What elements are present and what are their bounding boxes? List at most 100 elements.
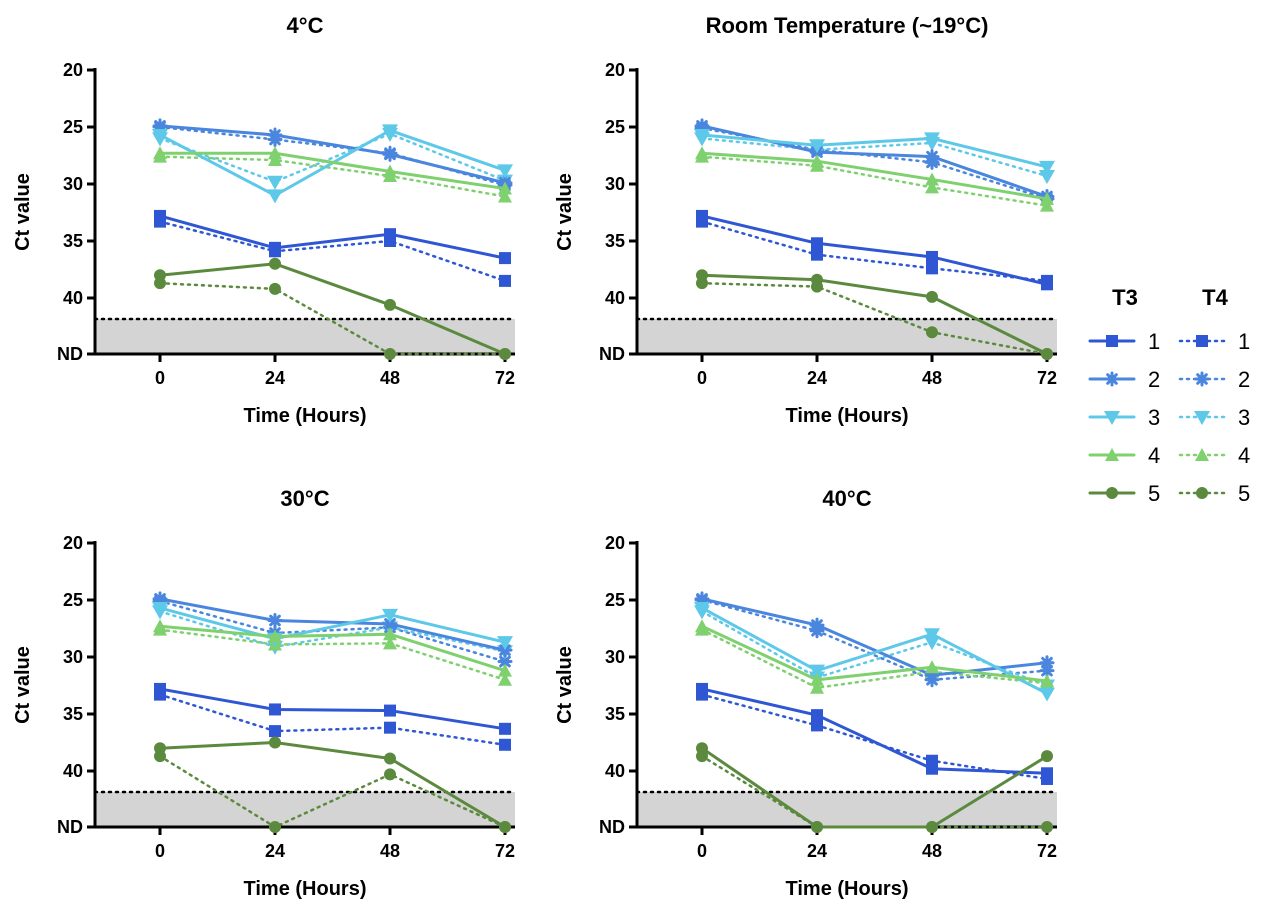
data-point [499, 274, 511, 287]
data-point [809, 617, 825, 633]
series-t3-1 [696, 209, 1053, 291]
legend-item: 2 [1088, 367, 1160, 392]
series-line [700, 746, 1049, 829]
y-tick-label: 30 [605, 647, 625, 667]
series-t3-3 [694, 601, 1055, 702]
data-point [269, 725, 281, 738]
series-line [700, 137, 1049, 178]
series-t3-5 [696, 269, 1053, 360]
data-point [924, 149, 940, 165]
data-point [1041, 750, 1053, 763]
nd-band [95, 319, 515, 354]
series-line [700, 597, 1049, 677]
y-tick-label: ND [599, 344, 625, 364]
data-point [269, 257, 281, 270]
data-point [269, 241, 281, 254]
data-point [926, 326, 938, 339]
series-line [158, 754, 507, 829]
series-t3-4 [153, 146, 512, 195]
data-point [269, 703, 281, 716]
x-tick-label: 0 [697, 368, 707, 388]
data-point [152, 128, 168, 143]
data-point [382, 146, 398, 162]
series-line [700, 624, 1049, 683]
data-point [810, 680, 824, 694]
chart-panel: Room Temperature (~19°C) 20 25 30 35 40 ND 0 24 4… [554, 13, 1059, 427]
data-point [152, 591, 168, 607]
data-point [811, 821, 823, 833]
x-axis-label: Time (Hours) [786, 878, 909, 900]
legend-marker [1194, 371, 1210, 387]
data-point [1041, 348, 1053, 360]
legend-label: 4 [1238, 443, 1250, 468]
series-line [158, 693, 507, 747]
data-point [384, 298, 396, 311]
nd-band [637, 319, 1057, 354]
series-t3-1 [154, 682, 511, 735]
data-point [384, 228, 396, 241]
x-axis-label: Time (Hours) [244, 878, 367, 900]
x-axis-label: Time (Hours) [244, 405, 367, 427]
data-point [1041, 278, 1053, 291]
data-point [926, 250, 938, 263]
data-point [154, 209, 166, 222]
legend-label: 3 [1238, 405, 1250, 430]
data-point [153, 619, 167, 633]
data-point [382, 124, 398, 139]
x-tick-label: 48 [922, 841, 942, 861]
x-tick-label: 0 [155, 841, 165, 861]
y-tick-label: 40 [63, 288, 83, 308]
data-point [152, 601, 168, 616]
data-point [810, 154, 824, 168]
series-t3-5 [696, 742, 1053, 833]
data-point [1039, 663, 1055, 679]
data-point [384, 704, 396, 717]
series-line [158, 124, 507, 185]
data-point [926, 262, 938, 275]
series-line [700, 273, 1049, 356]
data-point [267, 613, 283, 629]
x-tick-label: 24 [265, 841, 285, 861]
data-point [924, 628, 940, 643]
legend-label: 2 [1148, 367, 1160, 392]
chart-panel: 30°C 20 25 30 35 40 ND 0 24 48 72 Time (Hours) Ct va… [12, 486, 517, 900]
data-point [811, 273, 823, 286]
y-tick-label: ND [57, 344, 83, 364]
legend-marker [1106, 335, 1118, 347]
data-point [926, 290, 938, 303]
y-tick-label: ND [599, 817, 625, 837]
series-t3-2 [694, 591, 1055, 683]
x-axis-label: Time (Hours) [786, 405, 909, 427]
data-point [269, 282, 281, 295]
legend-item: 1 [1178, 329, 1250, 354]
series-t4-4 [153, 149, 512, 203]
y-tick-label: 40 [63, 761, 83, 781]
y-tick-label: ND [57, 817, 83, 837]
x-tick-label: 0 [697, 841, 707, 861]
legend-marker [1195, 448, 1209, 461]
data-point [269, 821, 281, 833]
series-line [700, 754, 1049, 829]
x-tick-label: 48 [380, 368, 400, 388]
data-point [498, 663, 512, 677]
legend-label: 4 [1148, 443, 1160, 468]
x-tick-label: 72 [1037, 841, 1057, 861]
data-point [267, 175, 283, 190]
legend-label: 5 [1238, 481, 1250, 506]
legend-group-title: T3 [1112, 285, 1138, 310]
series-t3-1 [154, 209, 511, 265]
series-line [700, 214, 1049, 286]
legend-label: 3 [1148, 405, 1160, 430]
data-point [499, 348, 511, 360]
y-tick-label: 30 [605, 174, 625, 194]
chart-title: 4°C [287, 13, 324, 38]
legend-marker [1106, 487, 1118, 499]
legend-marker [1105, 448, 1119, 461]
data-point [810, 672, 824, 686]
x-tick-label: 0 [155, 368, 165, 388]
legend-marker [1104, 411, 1120, 425]
data-point [267, 127, 283, 143]
series-t3-5 [154, 257, 511, 360]
legend-label: 5 [1148, 481, 1160, 506]
data-point [926, 762, 938, 775]
